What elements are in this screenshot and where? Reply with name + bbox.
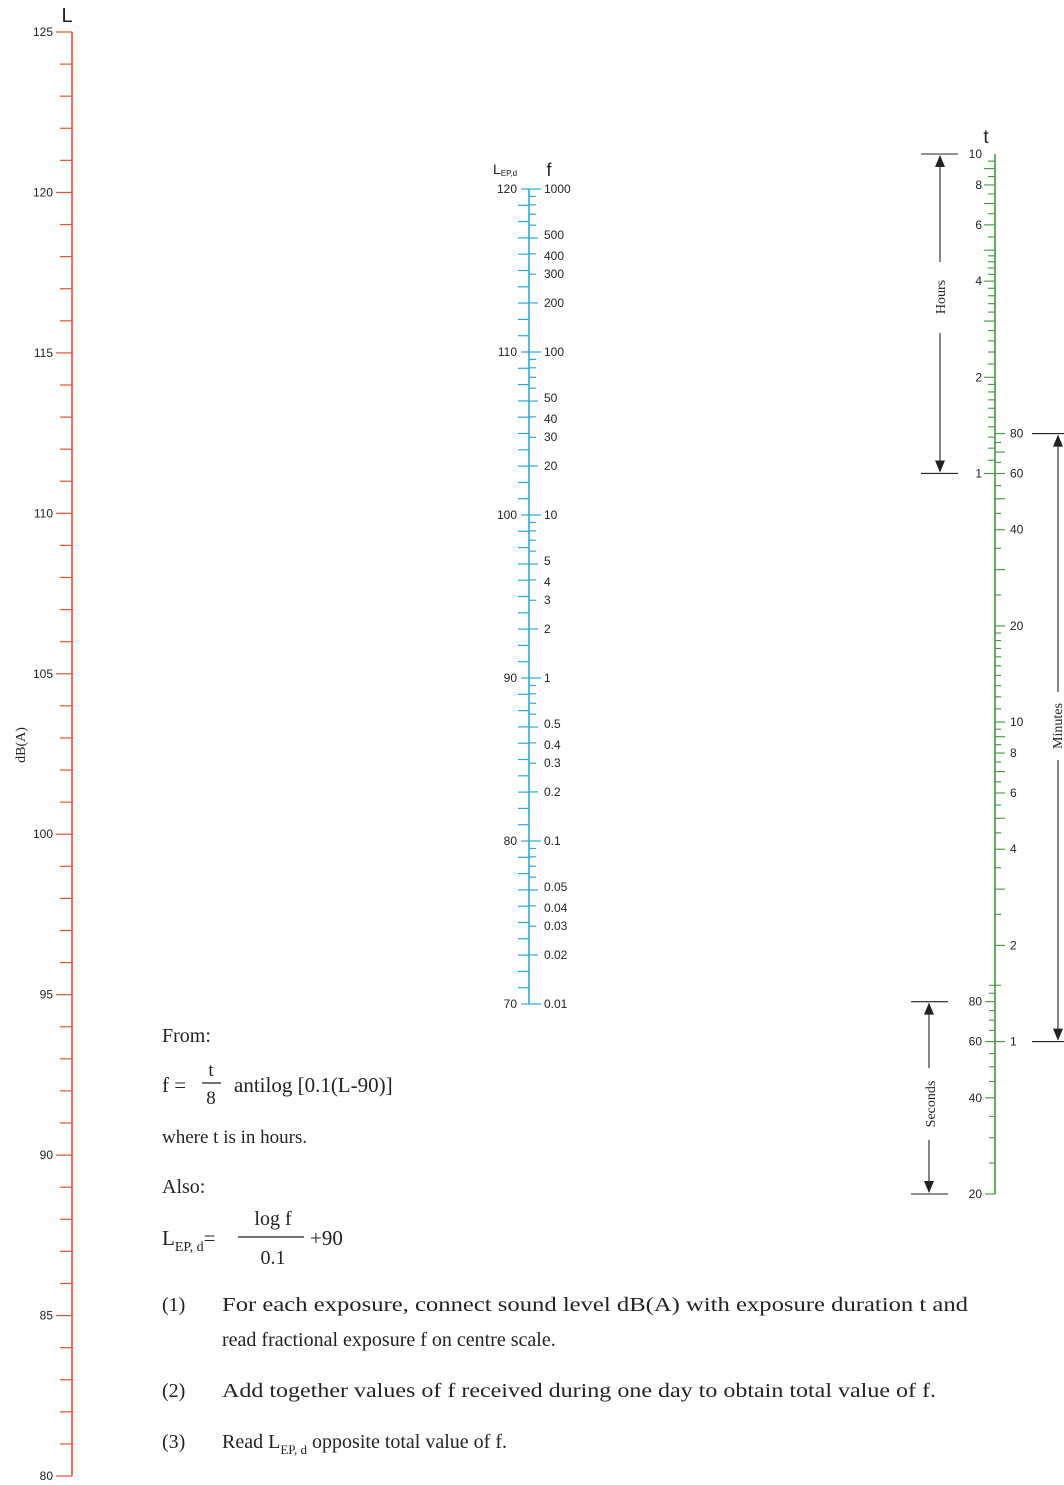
f-tick-label: 100	[544, 345, 564, 359]
lep-tick-label: 90	[504, 671, 518, 685]
f-formula-denominator: 8	[206, 1088, 216, 1109]
t-minute-label: 2	[1010, 938, 1017, 952]
f-tick-label: 10	[544, 508, 558, 522]
arrow-up-icon	[924, 1002, 934, 1015]
t-hour-label: 1	[975, 466, 982, 480]
f-tick-label: 1	[544, 671, 551, 685]
t-hour-label: 6	[975, 218, 982, 232]
f-tick-label: 0.3	[544, 756, 561, 770]
t-minute-label: 60	[1010, 466, 1024, 480]
f-formula-rhs: antilog [0.1(L-90)]	[234, 1073, 393, 1097]
lep-tick-label: 70	[504, 997, 518, 1011]
step-1-line-2: read fractional exposure f on centre sca…	[222, 1329, 556, 1351]
t-minute-label: 80	[1010, 427, 1024, 441]
L-scale-tick-label: 90	[40, 1148, 54, 1162]
where-note: where t is in hours.	[162, 1127, 307, 1148]
t-second-label: 60	[969, 1035, 983, 1049]
f-tick-label: 20	[544, 459, 558, 473]
t-minute-label: 10	[1010, 715, 1024, 729]
f-tick-label: 0.01	[544, 997, 568, 1011]
dBA-unit-label: dB(A)	[14, 727, 29, 763]
f-tick-label: 0.2	[544, 785, 561, 799]
hours-label: Hours	[934, 280, 949, 314]
f-tick-label: 500	[544, 228, 564, 242]
f-tick-label: 2	[544, 622, 551, 636]
f-tick-label: 0.02	[544, 948, 568, 962]
also-label: Also:	[162, 1176, 205, 1198]
seconds-label: Seconds	[924, 1081, 939, 1128]
L-scale-tick-label: 125	[33, 25, 53, 39]
f-formula-lhs: f =	[162, 1073, 186, 1097]
lep-tick-label: 110	[498, 345, 517, 359]
f-tick-label: 0.03	[544, 919, 568, 933]
t-second-label: 40	[969, 1091, 983, 1105]
f-tick-label: 1000	[544, 182, 571, 196]
f-tick-label: 4	[544, 575, 551, 589]
t-minute-label: 6	[1010, 786, 1017, 800]
f-tick-label: 0.05	[544, 880, 568, 894]
step-3-number: (3)	[162, 1431, 185, 1453]
f-tick-label: 30	[544, 430, 558, 444]
fractional-exposure-scale: 1201101009080701000500400300200100504030…	[497, 182, 571, 1011]
L-scale-tick-label: 110	[34, 506, 53, 520]
lep-formula-rhs: +90	[310, 1226, 343, 1250]
arrow-up-icon	[1053, 434, 1063, 447]
t-minute-label: 4	[1010, 842, 1017, 856]
f-tick-label: 300	[544, 267, 564, 281]
time-range-brackets	[911, 153, 1064, 1195]
lep-formula-lhs: LEP, d=	[162, 1226, 215, 1255]
f-scale-title: f	[546, 160, 552, 180]
L-scale-tick-label: 115	[34, 346, 53, 360]
exposure-duration-scale: 10 8 6 4 2 1 80 60 40 20 10 8 6 4 2 1 80 60 40 20	[969, 147, 1024, 1201]
L-scale-tick-label: 105	[33, 667, 53, 681]
L-scale-tick-label: 100	[33, 827, 53, 841]
f-tick-label: 3	[544, 593, 551, 607]
lep-tick-label: 80	[504, 834, 518, 848]
lep-formula-denominator: 0.1	[261, 1247, 286, 1269]
t-scale-title: t	[983, 127, 989, 148]
arrow-up-icon	[935, 155, 945, 167]
from-label: From:	[162, 1025, 211, 1047]
sound-level-scale: 125 120 115 110 105 100 95 90 85 80	[33, 25, 73, 1483]
lep-tick-label: 120	[497, 182, 517, 196]
f-tick-label: 0.4	[544, 738, 561, 752]
t-second-label: 80	[969, 995, 983, 1009]
f-tick-label: 50	[544, 391, 558, 405]
L-scale-tick-label: 95	[40, 988, 54, 1002]
L-scale-tick-label: 80	[40, 1469, 54, 1483]
arrow-down-icon	[935, 460, 945, 473]
f-tick-label: 0.04	[544, 901, 568, 915]
arrow-down-icon	[1053, 1028, 1063, 1041]
t-hour-label: 8	[975, 178, 982, 192]
f-tick-label: 200	[544, 296, 564, 310]
L-scale-title: L	[61, 5, 72, 27]
step-1-number: (1)	[162, 1294, 185, 1316]
step-2-text: Add together values of f received during…	[222, 1380, 936, 1402]
step-1-line-1: For each exposure, connect sound level d…	[222, 1294, 968, 1316]
t-minute-label: 20	[1010, 619, 1024, 633]
f-tick-label: 0.1	[544, 834, 561, 848]
t-hour-label: 4	[975, 274, 982, 288]
L-scale-tick-label: 85	[40, 1309, 54, 1323]
t-hour-label: 10	[969, 147, 983, 161]
f-formula-numerator: t	[208, 1060, 214, 1081]
t-minute-label: 1	[1010, 1035, 1017, 1049]
f-tick-label: 5	[544, 554, 551, 568]
f-tick-label: 400	[544, 249, 564, 263]
t-minute-label: 8	[1010, 746, 1017, 760]
lep-formula-numerator: log f	[254, 1208, 292, 1230]
f-tick-label: 0.5	[544, 717, 561, 731]
t-second-label: 20	[969, 1187, 983, 1201]
step-2-number: (2)	[162, 1380, 185, 1402]
t-hour-label: 2	[975, 370, 982, 384]
arrow-down-icon	[924, 1181, 934, 1193]
step-3-text: Read LEP, d opposite total value of f.	[222, 1431, 507, 1457]
lep-tick-label: 100	[497, 508, 517, 522]
f-tick-label: 40	[544, 412, 558, 426]
t-minute-label: 40	[1010, 523, 1024, 537]
L-scale-tick-label: 120	[33, 185, 53, 199]
minutes-label: Minutes	[1051, 703, 1064, 749]
lep-scale-title: LEP,d	[493, 161, 517, 178]
